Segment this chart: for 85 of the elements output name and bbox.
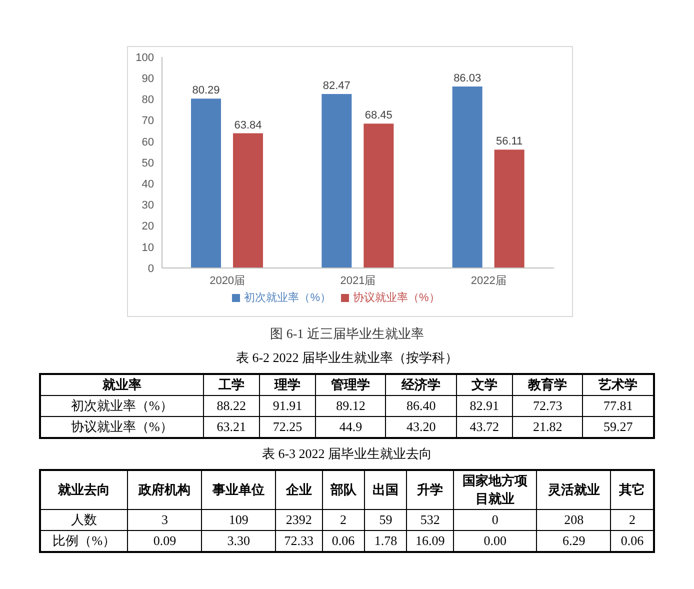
- category-label: 人数: [71, 512, 98, 527]
- category-label: 艺术学: [582, 374, 654, 396]
- text: 82.91: [470, 398, 499, 413]
- data-label: 68.45: [364, 110, 392, 122]
- category-label: 灵活就业: [536, 470, 611, 510]
- y-tick-label: 90: [142, 73, 154, 86]
- text: 86.40: [406, 398, 436, 413]
- y-tick-label: 100: [136, 52, 154, 64]
- category-label: 教育学: [512, 374, 583, 396]
- category-label: 其它: [610, 470, 654, 510]
- y-tick-label: 20: [142, 220, 154, 233]
- category-label: 国家地方项目就业: [453, 470, 537, 510]
- data-label: 82.47: [322, 80, 350, 92]
- text: 63.21: [216, 419, 246, 434]
- y-tick-label: 0: [148, 262, 154, 275]
- category-label: 协议就业率（%）: [70, 419, 173, 434]
- text: 91.91: [272, 398, 302, 413]
- category-label: 管理学: [316, 374, 386, 396]
- bar: [452, 86, 482, 268]
- legend-label: 协议就业率（%）: [353, 292, 440, 304]
- text: 72.73: [532, 398, 562, 413]
- category-label: 部队: [322, 470, 364, 510]
- category-label: 初次就业率（%）: [70, 398, 173, 413]
- y-tick-label: 80: [142, 94, 154, 106]
- category-label: 经济学: [386, 374, 456, 396]
- text: 44.9: [339, 419, 362, 434]
- category-label: 比例（%）: [52, 533, 116, 548]
- text: 532: [420, 512, 440, 527]
- text: 3: [161, 512, 168, 527]
- data-label: 56.11: [496, 136, 523, 148]
- text: 43.20: [406, 419, 436, 434]
- text: 就业率: [40, 374, 204, 396]
- x-tick-label: 2020届: [210, 274, 246, 287]
- bar: [364, 124, 394, 268]
- text: 6.29: [562, 533, 586, 548]
- text: 77.81: [604, 398, 633, 413]
- text: 16.09: [415, 533, 445, 548]
- text: 表 6-2 2022 届毕业生就业率（按学科）: [234, 349, 460, 367]
- text: 2: [628, 512, 636, 527]
- y-tick-label: 30: [142, 200, 154, 212]
- data-label: 80.29: [192, 84, 220, 97]
- category-label: 政府机构: [128, 470, 202, 510]
- category-label: 理学: [259, 374, 316, 396]
- text: 43.72: [470, 419, 499, 434]
- bar: [494, 150, 524, 268]
- text: 21.82: [532, 419, 562, 434]
- text: 0.06: [332, 533, 355, 548]
- category-label: 事业单位: [202, 470, 276, 510]
- y-tick-label: 60: [142, 136, 154, 148]
- data-label: 63.84: [234, 119, 262, 132]
- text: 3.30: [227, 533, 250, 548]
- caption: 图 6-1 近三届毕业生就业率: [269, 325, 425, 343]
- text: 72.25: [272, 419, 302, 434]
- y-tick-label: 70: [142, 115, 154, 128]
- text: 2392: [286, 512, 312, 527]
- bar: [322, 94, 352, 268]
- text: 0.09: [153, 533, 176, 548]
- text: 59: [379, 512, 392, 527]
- text: 1.78: [374, 533, 398, 548]
- category-label: 企业: [276, 470, 322, 510]
- category-label: 工学: [203, 374, 260, 396]
- y-tick-label: 10: [142, 242, 154, 254]
- category-label: 出国: [364, 470, 407, 510]
- text: 59.27: [604, 419, 633, 434]
- text: 0.00: [484, 533, 506, 548]
- text: 72.33: [284, 533, 314, 548]
- text: 2: [340, 512, 346, 527]
- bar: [233, 133, 263, 268]
- text: 89.12: [336, 398, 366, 413]
- text: 208: [564, 512, 584, 527]
- text: 表 6-3 2022 届毕业生就业去向: [260, 445, 434, 463]
- category-label: 文学: [456, 374, 512, 396]
- text: 0: [492, 512, 498, 527]
- text: 就业去向: [40, 470, 128, 510]
- data-label: 86.03: [454, 72, 482, 84]
- legend-label: 初次就业率（%）: [244, 292, 331, 304]
- text: 88.22: [216, 398, 246, 413]
- text: 0.06: [620, 533, 644, 548]
- text: 109: [228, 512, 248, 527]
- x-tick-label: 2021届: [340, 274, 376, 287]
- category-label: 升学: [406, 470, 454, 510]
- x-tick-label: 2022届: [470, 274, 506, 287]
- y-tick-label: 40: [142, 178, 154, 191]
- bar: [191, 98, 221, 268]
- y-tick-label: 50: [142, 157, 154, 170]
